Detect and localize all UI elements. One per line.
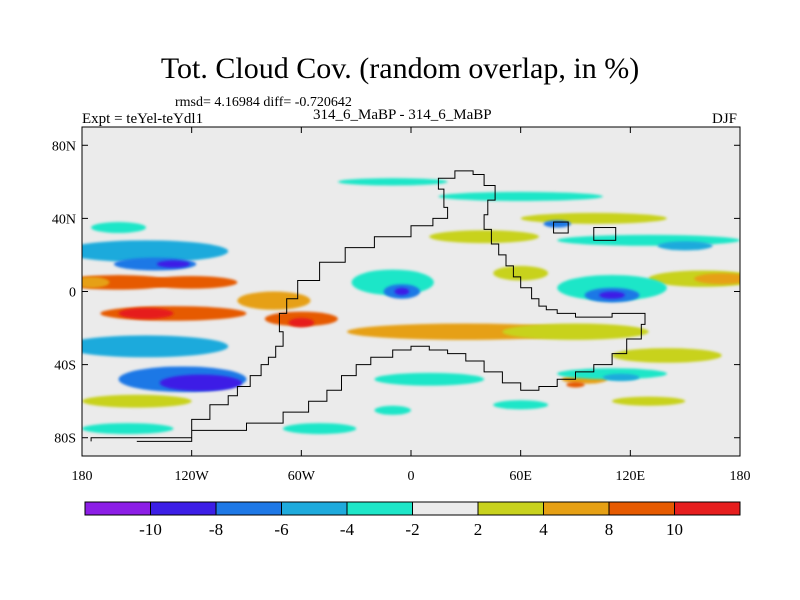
y-tick-label: 0 — [69, 286, 76, 301]
x-tick-label: 180 — [72, 469, 93, 484]
anomaly-region — [82, 335, 229, 358]
x-tick-label: 60W — [288, 469, 316, 484]
colorbar-box — [674, 501, 741, 516]
anomaly-region — [557, 234, 740, 246]
colorbar-box — [281, 501, 348, 516]
anomaly-region — [374, 372, 485, 386]
anomaly-region — [283, 423, 357, 435]
colorbar-label: 8 — [605, 520, 614, 539]
colorbar-box — [84, 501, 151, 516]
anomaly-region — [82, 423, 174, 435]
anomaly-region — [520, 212, 667, 224]
anomaly-region — [543, 220, 571, 228]
anomaly-region — [438, 191, 603, 202]
anomaly-region — [599, 291, 625, 299]
anomaly-region — [82, 276, 110, 288]
colorbar-box — [608, 501, 675, 516]
colorbar-box — [477, 501, 544, 516]
colorbar-label: -10 — [139, 520, 162, 539]
colorbar-label: -4 — [340, 520, 355, 539]
colorbar: -10 -8 -6 -4 -2 2 4 8 10 — [84, 501, 741, 539]
anomaly-region — [82, 275, 174, 290]
x-tick-label: 120E — [616, 469, 646, 484]
right-string: DJF — [712, 111, 738, 127]
island-outline — [553, 221, 569, 234]
coastline — [90, 170, 646, 442]
y-tick-label: 40N — [52, 212, 76, 227]
anomaly-region — [394, 287, 410, 296]
anomaly-region — [237, 291, 311, 310]
x-tick-label: 60E — [509, 469, 532, 484]
anomaly-region — [566, 381, 585, 388]
anomaly-region — [557, 368, 667, 380]
anomaly-region — [82, 240, 229, 263]
anomaly-region — [657, 241, 713, 251]
anomaly-region — [612, 396, 686, 406]
stats-text: rmsd= 4.16984 diff= -0.720642 — [175, 95, 352, 110]
anomaly-region — [118, 307, 174, 319]
anomaly-region — [694, 273, 740, 285]
anomaly-region — [493, 400, 549, 410]
colorbar-label: -6 — [274, 520, 288, 539]
colorbar-label: -2 — [405, 520, 419, 539]
anomaly-region — [159, 374, 242, 392]
anomaly-region — [493, 265, 549, 281]
coastline-path — [90, 170, 646, 442]
contour-field — [82, 178, 740, 435]
y-tick-label: 40S — [54, 359, 76, 374]
anomaly-region — [502, 323, 649, 340]
y-tick-label: 80S — [54, 432, 76, 447]
island-outline — [593, 227, 617, 241]
colorbar-box — [543, 501, 610, 516]
colorbar-box — [150, 501, 217, 516]
anomaly-region — [156, 260, 190, 268]
anomaly-region — [429, 230, 539, 244]
anomaly-region — [612, 348, 722, 363]
anomaly-region — [374, 405, 411, 415]
y-tick-label: 80N — [52, 139, 76, 154]
x-tick-label: 0 — [408, 469, 415, 484]
anomaly-region — [145, 275, 238, 289]
x-tick-label: 120W — [175, 469, 210, 484]
colorbar-label: 2 — [474, 520, 483, 539]
y-axis: 80N 40N 0 40S 80S — [52, 139, 740, 447]
anomaly-region — [288, 318, 315, 328]
left-string: Expt = teYel-teYdl1 — [82, 111, 204, 127]
anomaly-region — [82, 394, 192, 408]
colorbar-label: -8 — [209, 520, 223, 539]
center-string: 314_6_MaBP - 314_6_MaBP — [313, 107, 492, 123]
x-tick-label: 180 — [730, 469, 751, 484]
x-axis: 180 120W 60W 0 60E 120E 180 — [72, 127, 751, 484]
colorbar-box — [346, 501, 413, 516]
chart-title: Tot. Cloud Cov. (random overlap, in %) — [160, 52, 640, 85]
anomaly-region — [337, 178, 448, 186]
colorbar-label: 10 — [666, 520, 683, 539]
colorbar-box — [412, 501, 479, 516]
colorbar-box — [215, 501, 282, 516]
colorbar-label: 4 — [539, 520, 548, 539]
anomaly-region — [91, 222, 146, 234]
anomaly-region — [602, 373, 640, 382]
